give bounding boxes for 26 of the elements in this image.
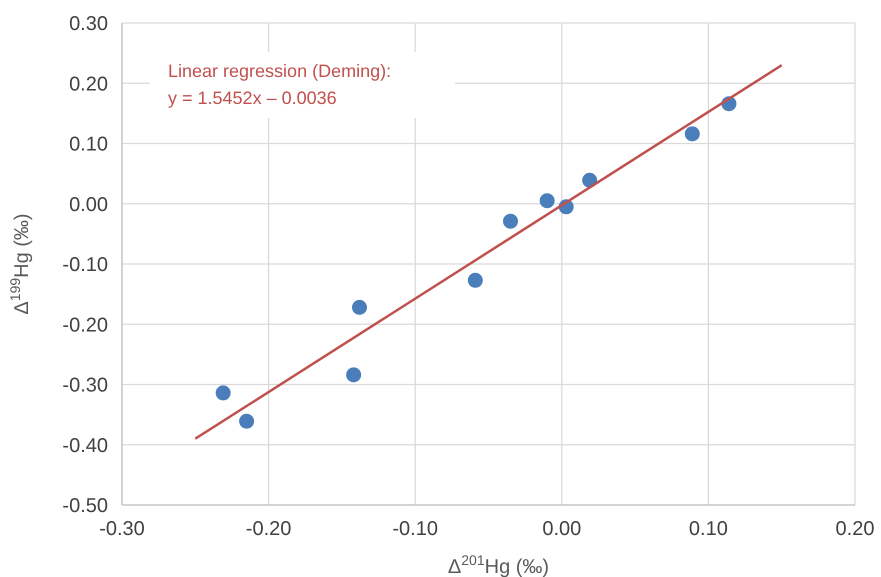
y-tick-label: 0.10 (69, 134, 108, 156)
y-tick-label: -0.10 (62, 254, 108, 276)
y-tick-label: -0.20 (62, 314, 108, 336)
point (352, 300, 367, 315)
annotation: y = 1.5452x – 0.0036 (168, 88, 337, 108)
x-tick-label: -0.20 (246, 518, 292, 540)
y-tick-label: 0.30 (69, 13, 108, 35)
point (502, 214, 518, 229)
point (468, 272, 483, 288)
x-tick-label: 0.00 (542, 518, 582, 540)
y-tick-label: -0.50 (62, 495, 108, 517)
x-tick-label: 0.20 (836, 518, 874, 540)
y-tick-label: 0.20 (69, 73, 108, 96)
x-tick-label: 0.10 (688, 518, 728, 540)
x-tick-label: -0.30 (99, 518, 145, 540)
point (216, 385, 231, 400)
y-tick-label: -0.30 (62, 374, 108, 396)
x-tick-label: -0.10 (392, 518, 438, 540)
y-tick-label: -0.40 (62, 434, 108, 457)
point (684, 126, 700, 142)
point (346, 367, 362, 382)
point (239, 414, 254, 429)
y-tick-label: 0.00 (69, 194, 108, 216)
x-axis-title: Δ$^{201}$Hg (‰) (448, 552, 550, 577)
point (540, 193, 555, 208)
annotation: Linear regression (Deming): (168, 61, 392, 81)
